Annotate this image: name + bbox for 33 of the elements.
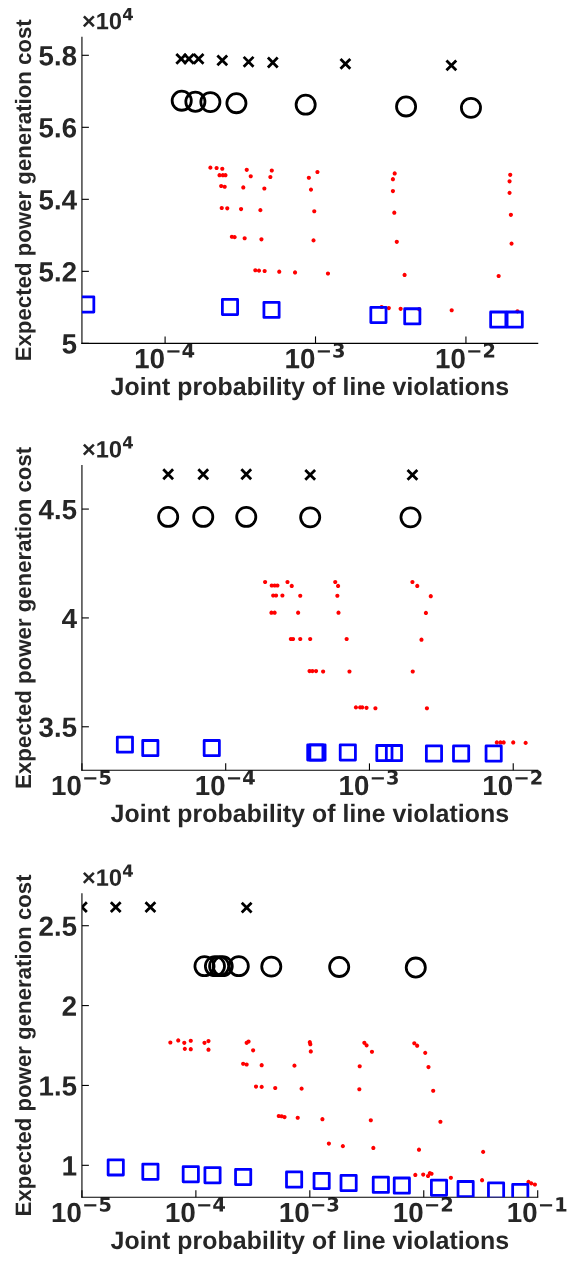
y-axis-title: Expected power generation cost bbox=[14, 19, 36, 360]
y-axis-title: Expected power generation cost bbox=[14, 874, 36, 1216]
x-tick-label: 10$^{−5}$ bbox=[52, 1197, 111, 1223]
x-tick-label: 10$^{−4}$ bbox=[166, 1197, 225, 1223]
x-tick-label: 10$^{−2}$ bbox=[436, 343, 495, 369]
y-tick-label: 5.4 bbox=[39, 190, 77, 210]
y-axis-title: Expected power generation cost bbox=[14, 447, 36, 788]
x-axis-title: Joint probability of line violations bbox=[110, 1230, 509, 1255]
y-tick-label: 2 bbox=[62, 996, 76, 1016]
x-tick-label: 10$^{−1}$ bbox=[508, 1197, 567, 1223]
y-tick-label: 4 bbox=[62, 608, 77, 628]
x-tick-label: 10$^{−2}$ bbox=[394, 1196, 453, 1223]
x-tick-label: 10$^{−4}$ bbox=[196, 770, 255, 796]
text: ×10$^{4}$ bbox=[82, 436, 133, 458]
y-tick-label: 3.5 bbox=[39, 717, 77, 738]
y-tick-label: 4.5 bbox=[38, 500, 77, 520]
x-tick-label: 10$^{−3}$ bbox=[286, 343, 344, 369]
y-tick-label: 5.6 bbox=[39, 117, 77, 138]
x-tick-label: 10$^{−3}$ bbox=[280, 1196, 339, 1223]
y-tick-label: 1 bbox=[63, 1156, 77, 1176]
y-tick-label: 5.8 bbox=[39, 45, 77, 66]
text: ×10$^{4}$ bbox=[82, 8, 133, 30]
y-tick-label: 2.5 bbox=[39, 916, 77, 937]
x-axis-title: Joint probability of line violations bbox=[110, 376, 509, 401]
text: ×10$^{4}$ bbox=[82, 864, 133, 886]
x-tick-label: 10$^{−4}$ bbox=[135, 343, 195, 369]
x-tick-label: 10$^{−3}$ bbox=[340, 770, 398, 796]
y-tick-label: 1.5 bbox=[40, 1076, 77, 1096]
y-tick-label: 5.2 bbox=[39, 262, 76, 282]
x-tick-label: 10$^{−2}$ bbox=[484, 770, 542, 796]
x-tick-label: 10$^{−5}$ bbox=[52, 770, 111, 796]
x-axis-title: Joint probability of line violations bbox=[110, 803, 509, 828]
y-tick-label: 5 bbox=[62, 334, 77, 354]
